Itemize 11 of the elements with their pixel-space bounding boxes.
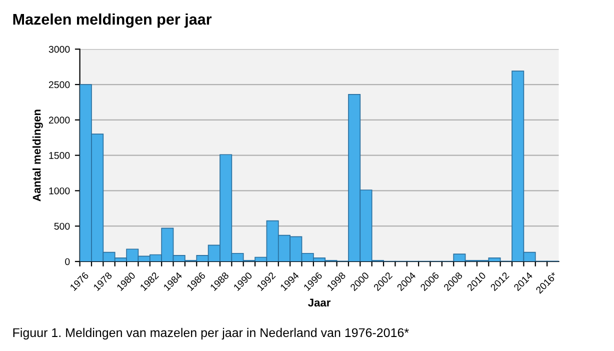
text: Figuur 1. Meldingen van mazelen per jaar in Nederland van 1976-2016*	[13, 328, 409, 340]
y-tick-label: 3000	[48, 46, 70, 53]
y-tick-label: 0	[65, 258, 70, 266]
y-tick-label: 2000	[48, 116, 70, 124]
y-tick-label: 2500	[48, 81, 70, 88]
y-tick-label: 1000	[49, 187, 70, 194]
chart-title: Mazelen meldingen per jaar	[13, 14, 212, 28]
y-tick-label: 500	[54, 222, 70, 230]
y-tick-label: 1500	[49, 152, 70, 159]
x-axis-title: Jaar	[308, 298, 331, 307]
y-axis-title: Aantal meldingen	[32, 110, 43, 202]
